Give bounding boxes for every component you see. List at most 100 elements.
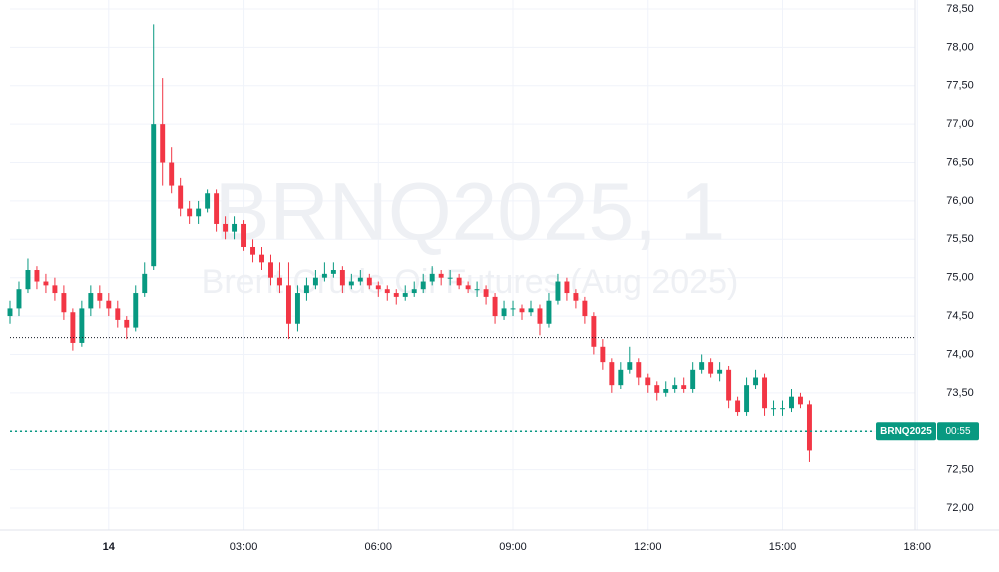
candle-body	[196, 208, 202, 217]
y-tick-label: 78,00	[946, 41, 974, 53]
candle-body	[366, 277, 372, 286]
candle-body	[762, 377, 768, 409]
candle-body	[52, 285, 58, 294]
candle-body	[429, 273, 435, 282]
candle-body	[169, 162, 175, 186]
y-tick-label: 72,00	[946, 502, 974, 514]
y-tick-label: 76,50	[946, 156, 974, 168]
countdown-box	[937, 422, 979, 441]
candle-body	[690, 369, 696, 390]
candle-body	[232, 223, 238, 232]
candle-body	[438, 273, 444, 278]
candle-body	[79, 308, 85, 343]
candle-body	[330, 270, 336, 274]
candle-body	[483, 289, 489, 297]
candle-body	[537, 308, 543, 324]
candle-body	[420, 281, 426, 290]
candle-body	[61, 293, 67, 313]
candle-body	[34, 270, 40, 282]
candle-body	[151, 124, 157, 267]
candle-body	[798, 396, 803, 405]
candle-body	[384, 289, 390, 294]
countdown-label: 00:55	[945, 426, 970, 437]
candle-body	[393, 293, 399, 297]
y-tick-label: 74,00	[946, 348, 974, 360]
candle-body	[160, 124, 166, 163]
candle-body	[465, 285, 471, 290]
candle-body	[259, 254, 264, 263]
candle-body	[106, 300, 112, 309]
candle-body	[744, 385, 750, 413]
candle-body	[187, 208, 193, 217]
candle-body	[492, 296, 498, 317]
candle-body	[348, 281, 354, 286]
candle-body	[717, 369, 723, 374]
candle-body	[672, 385, 678, 390]
candle-body	[250, 246, 256, 255]
candle-body	[7, 308, 13, 317]
symbol-label: BRNQ2025	[880, 426, 932, 437]
candle-body	[510, 308, 516, 310]
x-tick-label: 14	[103, 541, 116, 553]
candle-body	[591, 316, 597, 347]
candle-body	[178, 185, 184, 209]
candle-body	[663, 389, 669, 393]
candle-body	[474, 289, 480, 291]
candle-body	[806, 404, 812, 451]
x-tick-label: 18:00	[903, 541, 931, 553]
candle-body	[618, 369, 624, 386]
candle-body	[303, 285, 309, 294]
candle-body	[726, 369, 732, 401]
candle-body	[501, 308, 507, 317]
watermark-title: BRNQ2025, 1	[215, 167, 726, 258]
candle-body	[277, 277, 282, 286]
y-tick-label: 73,50	[946, 387, 974, 399]
watermark-subtitle: Brent Crude Oil Futures (Aug 2025)	[202, 263, 739, 301]
candle-body	[285, 285, 291, 324]
candle-body	[627, 362, 633, 370]
candle-body	[133, 293, 139, 328]
candle-body	[142, 273, 148, 294]
candle-body	[214, 193, 220, 224]
candle-body	[753, 377, 759, 386]
candle-body	[115, 308, 121, 320]
candle-body	[241, 223, 247, 247]
candle-body	[645, 377, 651, 386]
x-tick-label: 09:00	[499, 541, 527, 553]
candle-body	[528, 308, 534, 313]
candle-body	[411, 289, 417, 294]
y-tick-label: 76,00	[946, 195, 974, 207]
x-tick-label: 03:00	[230, 541, 258, 553]
x-tick-label: 12:00	[634, 541, 662, 553]
candle-body	[25, 270, 31, 290]
candle-body	[681, 385, 687, 390]
candle-body	[321, 273, 327, 278]
candle-body	[582, 300, 588, 317]
candle-body	[339, 270, 345, 286]
candle-body	[609, 362, 615, 386]
candle-body	[564, 281, 570, 294]
x-tick-label: 06:00	[365, 541, 393, 553]
candle-body	[223, 223, 229, 232]
candle-body	[600, 346, 606, 363]
candle-body	[573, 293, 579, 301]
candle-body	[402, 293, 408, 297]
candle-body	[268, 262, 273, 278]
candle-body	[519, 308, 525, 313]
y-tick-label: 77,50	[946, 80, 974, 92]
candle-body	[205, 193, 211, 209]
candle-body	[546, 300, 552, 324]
candle-body	[654, 385, 660, 393]
y-tick-label: 77,00	[946, 118, 974, 130]
candle-body	[771, 408, 776, 410]
candle-body	[447, 277, 453, 279]
candle-body	[357, 277, 363, 282]
candle-body	[699, 362, 705, 370]
candle-body	[97, 293, 103, 301]
candle-body	[88, 293, 94, 309]
symbol-label-box	[876, 422, 936, 441]
candle-body	[294, 293, 300, 324]
plot	[7, 24, 915, 462]
candle-body	[636, 362, 642, 378]
